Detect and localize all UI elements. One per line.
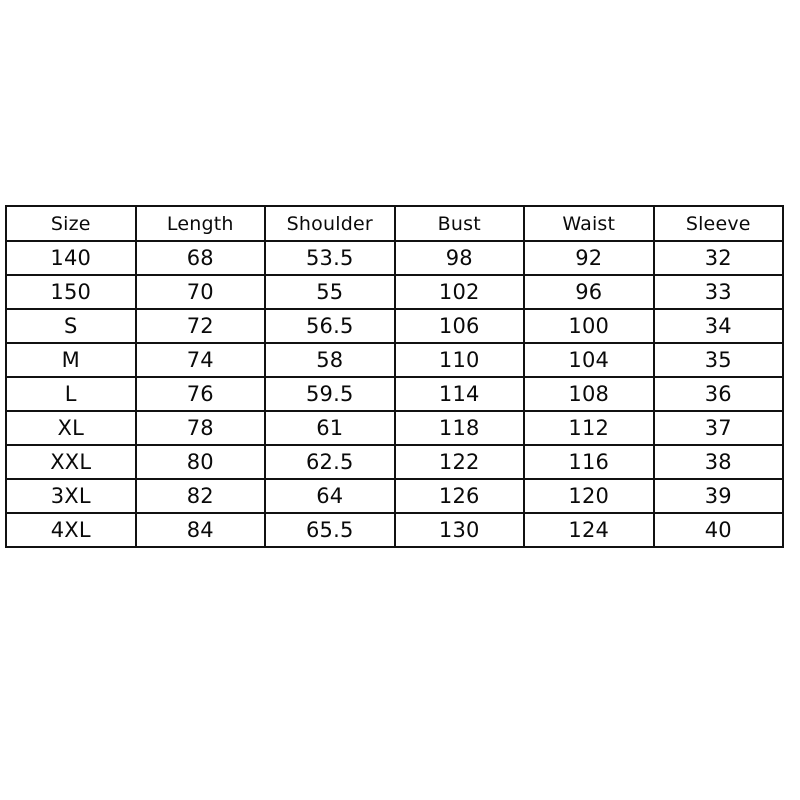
- table-row: 150 70 55 102 96 33: [5, 274, 784, 310]
- measurement-cell: 65.5: [264, 512, 396, 548]
- measurement-cell: 34: [652, 308, 784, 344]
- size-label-cell: 150: [5, 274, 137, 310]
- measurement-cell: 72: [134, 308, 266, 344]
- measurement-cell: 124: [523, 512, 655, 548]
- size-label-cell: 140: [5, 240, 137, 276]
- table-row: XXL 80 62.5 122 116 38: [5, 444, 784, 480]
- table-row: L 76 59.5 114 108 36: [5, 376, 784, 412]
- measurement-cell: 126: [393, 478, 525, 514]
- measurement-cell: 118: [393, 410, 525, 446]
- size-label-cell: 4XL: [5, 512, 137, 548]
- size-label-cell: XL: [5, 410, 137, 446]
- measurement-cell: 61: [264, 410, 396, 446]
- measurement-cell: 39: [652, 478, 784, 514]
- table-row: XL 78 61 118 112 37: [5, 410, 784, 446]
- size-label-cell: L: [5, 376, 137, 412]
- measurement-cell: 80: [134, 444, 266, 480]
- column-header-bust: Bust: [393, 205, 525, 242]
- measurement-cell: 120: [523, 478, 655, 514]
- measurement-cell: 59.5: [264, 376, 396, 412]
- table-row: S 72 56.5 106 100 34: [5, 308, 784, 344]
- measurement-cell: 114: [393, 376, 525, 412]
- measurement-cell: 70: [134, 274, 266, 310]
- size-label-cell: M: [5, 342, 137, 378]
- column-header-waist: Waist: [523, 205, 655, 242]
- measurement-cell: 33: [652, 274, 784, 310]
- measurement-cell: 84: [134, 512, 266, 548]
- measurement-cell: 116: [523, 444, 655, 480]
- measurement-cell: 68: [134, 240, 266, 276]
- measurement-cell: 38: [652, 444, 784, 480]
- size-label-cell: S: [5, 308, 137, 344]
- measurement-cell: 100: [523, 308, 655, 344]
- table-row: 4XL 84 65.5 130 124 40: [5, 512, 784, 548]
- table-row: M 74 58 110 104 35: [5, 342, 784, 378]
- measurement-cell: 112: [523, 410, 655, 446]
- measurement-cell: 53.5: [264, 240, 396, 276]
- measurement-cell: 82: [134, 478, 266, 514]
- measurement-cell: 32: [652, 240, 784, 276]
- measurement-cell: 55: [264, 274, 396, 310]
- size-label-cell: XXL: [5, 444, 137, 480]
- table-body: 140 68 53.5 98 92 32 150 70 55 102 96 33 S 72 56.5 106 1…: [5, 240, 784, 548]
- measurement-cell: 40: [652, 512, 784, 548]
- measurement-cell: 102: [393, 274, 525, 310]
- measurement-cell: 106: [393, 308, 525, 344]
- column-header-shoulder: Shoulder: [264, 205, 396, 242]
- size-label-cell: 3XL: [5, 478, 137, 514]
- measurement-cell: 58: [264, 342, 396, 378]
- measurement-cell: 76: [134, 376, 266, 412]
- size-chart-table: Size Length Shoulder Bust Waist Sleeve 140 68 5…: [5, 205, 784, 548]
- measurement-cell: 78: [134, 410, 266, 446]
- measurement-cell: 64: [264, 478, 396, 514]
- measurement-cell: 122: [393, 444, 525, 480]
- measurement-cell: 74: [134, 342, 266, 378]
- table-row: 3XL 82 64 126 120 39: [5, 478, 784, 514]
- table-header: Size Length Shoulder Bust Waist Sleeve: [5, 205, 784, 242]
- table-row: 140 68 53.5 98 92 32: [5, 240, 784, 276]
- measurement-cell: 35: [652, 342, 784, 378]
- measurement-cell: 98: [393, 240, 525, 276]
- column-header-size: Size: [5, 205, 137, 242]
- table-header-row: Size Length Shoulder Bust Waist Sleeve: [5, 205, 784, 242]
- measurement-cell: 37: [652, 410, 784, 446]
- measurement-cell: 62.5: [264, 444, 396, 480]
- measurement-cell: 110: [393, 342, 525, 378]
- measurement-cell: 92: [523, 240, 655, 276]
- measurement-cell: 104: [523, 342, 655, 378]
- measurement-cell: 96: [523, 274, 655, 310]
- measurement-cell: 108: [523, 376, 655, 412]
- measurement-cell: 56.5: [264, 308, 396, 344]
- measurement-cell: 130: [393, 512, 525, 548]
- column-header-sleeve: Sleeve: [652, 205, 784, 242]
- size-chart-container: Size Length Shoulder Bust Waist Sleeve 140 68 5…: [5, 205, 784, 548]
- column-header-length: Length: [134, 205, 266, 242]
- measurement-cell: 36: [652, 376, 784, 412]
